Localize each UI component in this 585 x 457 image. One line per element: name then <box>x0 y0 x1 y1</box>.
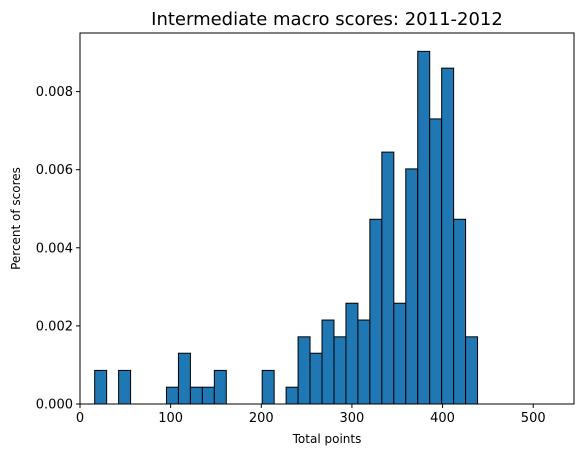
histogram-bar-30 <box>453 218 467 405</box>
histogram-bar-27 <box>417 50 431 405</box>
histogram-bar-19 <box>321 319 335 405</box>
histogram-bar-26 <box>405 168 419 405</box>
y-axis: 0.000 0.002 0.004 0.006 0.008 <box>36 85 80 413</box>
x-tick-label: 100 <box>158 411 183 426</box>
histogram-bar-20 <box>333 336 347 405</box>
x-tick-label: 500 <box>521 411 546 426</box>
x-tick-label: 0 <box>76 411 84 426</box>
y-tick-label: 0.008 <box>36 85 73 100</box>
histogram-bar-21 <box>345 302 359 405</box>
histogram-bar-2 <box>118 369 132 405</box>
histogram-bar-6 <box>165 386 179 405</box>
histogram-bar-14 <box>261 369 275 405</box>
x-tick-label: 400 <box>430 411 455 426</box>
bars-group <box>94 50 479 405</box>
histogram-bar-10 <box>213 369 227 405</box>
x-tick-label: 300 <box>340 411 365 426</box>
histogram-bar-17 <box>297 336 311 405</box>
histogram-bar-9 <box>201 386 215 405</box>
plot-frame <box>79 32 575 405</box>
x-tick-label: 200 <box>249 411 274 426</box>
y-tick-label: 0.000 <box>36 398 73 413</box>
histogram-bar-16 <box>285 386 299 405</box>
histogram-bar-23 <box>369 218 383 405</box>
histogram-bar-7 <box>177 352 191 405</box>
chart-title: Intermediate macro scores: 2011-2012 <box>151 9 503 30</box>
y-tick-label: 0.002 <box>36 319 73 334</box>
y-tick-label: 0.004 <box>36 241 73 256</box>
histogram-bar-25 <box>393 302 407 405</box>
histogram-bar-18 <box>309 352 323 405</box>
histogram-bar-24 <box>381 151 395 405</box>
x-axis: 0 100 200 300 400 500 <box>76 404 546 426</box>
histogram-bar-31 <box>465 336 479 405</box>
histogram-bar-28 <box>429 118 443 405</box>
histogram-bar-0 <box>94 369 108 405</box>
histogram-bar-29 <box>441 67 455 405</box>
y-axis-label: Percent of scores <box>9 167 23 270</box>
histogram-bar-8 <box>189 386 203 405</box>
x-axis-label: Total points <box>292 432 362 446</box>
histogram-bar-22 <box>357 319 371 405</box>
y-tick-label: 0.006 <box>36 163 73 178</box>
